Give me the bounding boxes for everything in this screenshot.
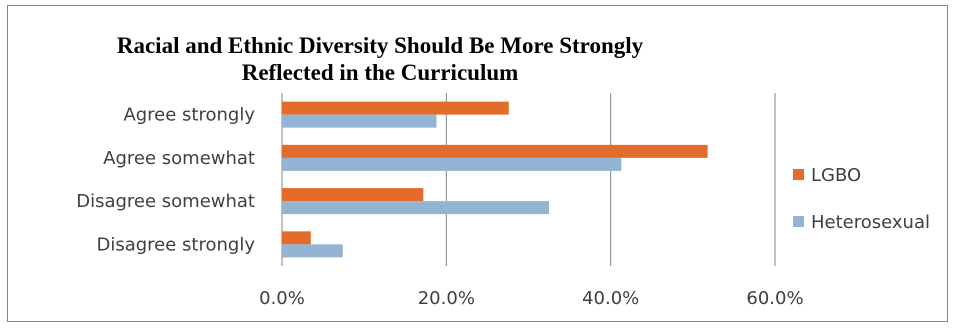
category-labels: Agree strongly Agree somewhat Disagree som…: [76, 105, 255, 256]
x-tick-labels: 0.0% 20.0% 40.0% 60.0%: [259, 288, 803, 309]
chart-title: Racial and Ethnic Diversity Should Be Mo…: [116, 33, 644, 85]
legend-swatch: [793, 169, 804, 180]
bar-lgbo-3: [282, 231, 311, 245]
legend-swatch: [793, 216, 804, 227]
bar-heterosexual-0: [282, 114, 437, 128]
x-tick-label: 20.0%: [418, 288, 475, 309]
x-tick-label: 0.0%: [259, 288, 305, 309]
bars: [282, 101, 708, 258]
category-label: Agree strongly: [123, 105, 255, 126]
category-label: Disagree somewhat: [76, 191, 255, 212]
bar-lgbo-1: [282, 144, 708, 158]
legend-label: LGBO: [811, 165, 861, 186]
bar-heterosexual-3: [282, 244, 343, 258]
bar-lgbo-2: [282, 188, 424, 202]
bar-heterosexual-1: [282, 157, 622, 171]
bar-heterosexual-2: [282, 201, 550, 215]
category-label: Disagree strongly: [96, 234, 255, 255]
legend-label: Heterosexual: [811, 212, 930, 233]
x-tick-label: 60.0%: [746, 288, 803, 309]
category-label: Agree somewhat: [103, 148, 255, 169]
x-tick-label: 40.0%: [582, 288, 639, 309]
bar-lgbo-0: [282, 101, 509, 115]
legend: LGBO Heterosexual: [793, 165, 930, 233]
